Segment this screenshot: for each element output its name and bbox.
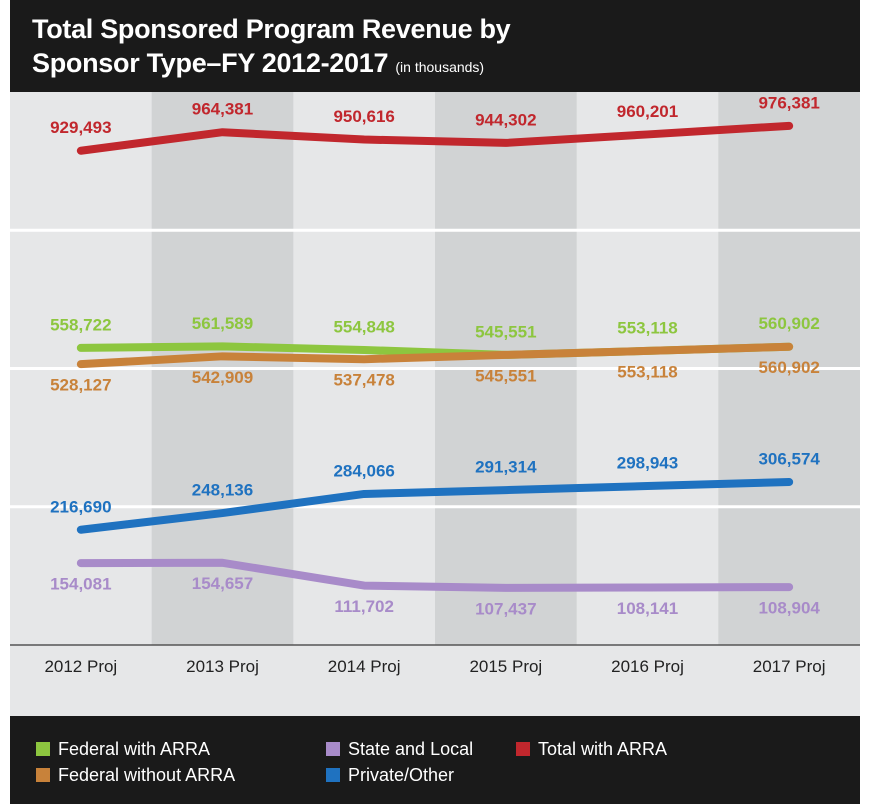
value-label: 528,127: [50, 376, 111, 395]
value-label: 108,141: [617, 599, 678, 618]
value-label: 554,848: [333, 317, 394, 336]
x-tick-label: 2017 Proj: [752, 657, 826, 676]
legend-label: Total with ARRA: [538, 738, 668, 759]
title-text: Total Sponsored Program Revenue by Spons…: [32, 14, 511, 78]
value-label: 216,690: [50, 497, 111, 516]
value-label: 154,081: [50, 575, 111, 594]
value-label: 976,381: [758, 93, 819, 112]
x-tick-label: 2013 Proj: [186, 657, 259, 676]
legend-item: Private/Other: [326, 762, 516, 788]
value-label: 284,066: [333, 461, 394, 480]
legend-swatch: [326, 742, 340, 756]
value-label: 306,574: [758, 449, 820, 468]
legend-item: State and Local: [326, 736, 516, 762]
x-tick-label: 2016 Proj: [611, 657, 684, 676]
value-label: 561,589: [192, 314, 253, 333]
chart-title: Total Sponsored Program Revenue by Spons…: [32, 12, 592, 84]
legend-swatch: [516, 742, 530, 756]
value-label: 553,118: [617, 318, 678, 337]
series-line: [76, 477, 794, 534]
series-line: [76, 121, 794, 155]
value-label: 560,902: [758, 358, 819, 377]
legend-items: Federal with ARRA Federal without ARRA Sta…: [36, 736, 736, 788]
legend-swatch: [36, 768, 50, 782]
legend-swatch: [326, 768, 340, 782]
value-label: 111,702: [334, 597, 394, 616]
series-line: [76, 342, 794, 369]
header: Total Sponsored Program Revenue by Spons…: [10, 0, 860, 92]
legend-label: Federal without ARRA: [58, 764, 236, 785]
legend-label: Federal with ARRA: [58, 738, 211, 759]
value-label: 298,943: [617, 454, 678, 473]
chart-subtitle: (in thousands): [395, 59, 485, 75]
value-label: 108,904: [758, 599, 820, 618]
value-label: 545,551: [475, 366, 536, 385]
value-label: 291,314: [475, 458, 537, 477]
value-label: 944,302: [475, 110, 536, 129]
value-label: 964,381: [192, 100, 253, 119]
value-label: 107,437: [475, 599, 536, 618]
legend-item: Total with ARRA: [516, 736, 736, 762]
value-label: 553,118: [617, 362, 678, 381]
legend-item: Federal without ARRA: [36, 762, 326, 788]
value-label: 950,616: [333, 107, 394, 126]
legend-swatch: [36, 742, 50, 756]
value-label: 558,722: [50, 315, 111, 334]
x-tick-label: 2012 Proj: [44, 657, 118, 676]
legend-label: State and Local: [348, 738, 474, 759]
legend-label: Private/Other: [348, 764, 455, 785]
value-label: 929,493: [50, 118, 111, 137]
value-label: 537,478: [333, 371, 394, 390]
legend-item: Federal with ARRA: [36, 736, 326, 762]
x-tick-label: 2015 Proj: [469, 657, 543, 676]
value-label: 960,201: [617, 102, 678, 121]
value-label: 545,551: [475, 322, 536, 341]
value-label: 560,902: [758, 314, 819, 333]
legend: Federal with ARRA Federal without ARRA Sta…: [10, 716, 860, 804]
value-label: 154,657: [192, 574, 253, 593]
x-tick-label: 2014 Proj: [327, 657, 401, 676]
series-line: [76, 558, 794, 592]
value-label: 248,136: [192, 481, 253, 500]
value-label: 542,909: [192, 368, 253, 387]
